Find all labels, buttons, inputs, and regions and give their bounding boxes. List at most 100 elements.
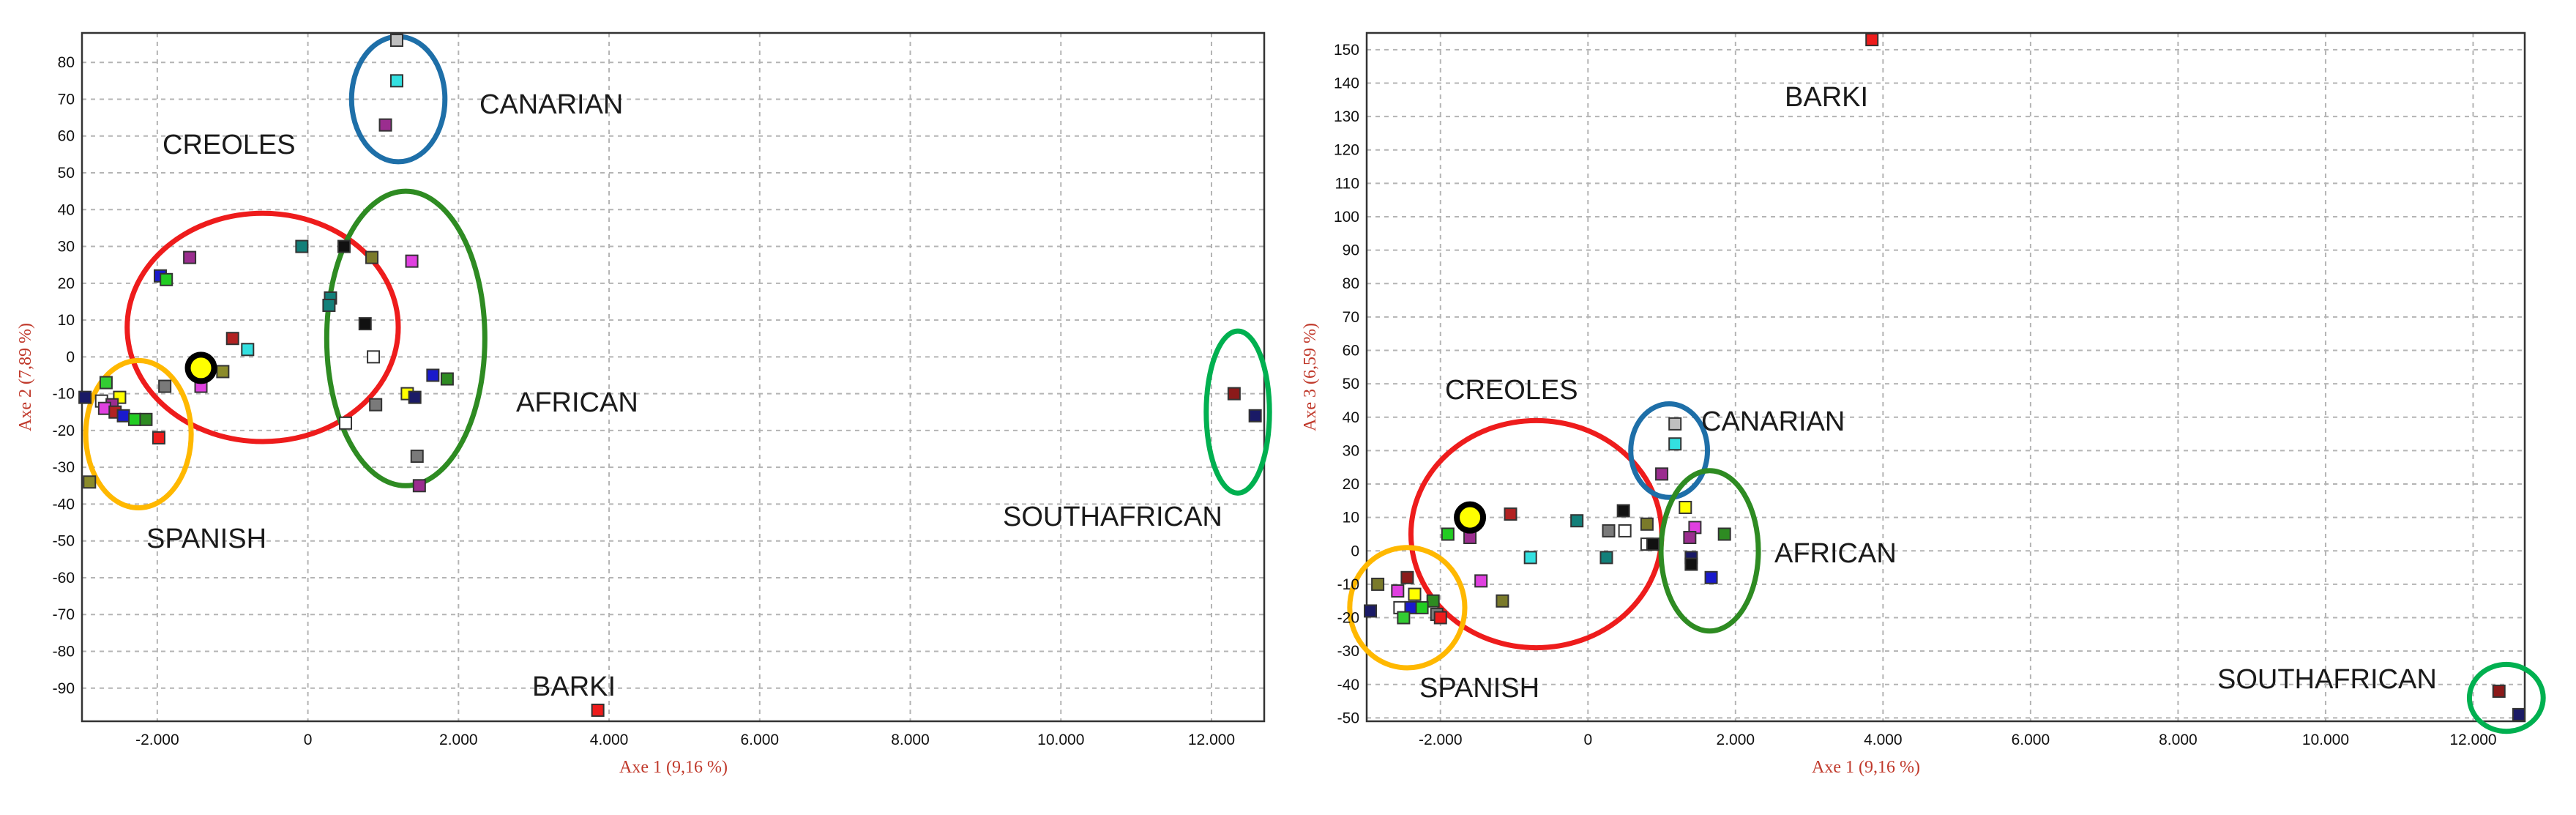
data-point xyxy=(389,34,403,48)
data-point xyxy=(405,254,419,268)
data-point xyxy=(591,703,605,717)
y-tick-label: 140 xyxy=(1334,75,1359,92)
scatter-plot-axes-1-2: -2.000 0 2.000 4.000 6.000 8.000 10.000 12.000 8… xyxy=(16,31,1272,777)
data-point xyxy=(1679,500,1692,514)
y-tick-label: -10 xyxy=(1337,576,1359,593)
data-point xyxy=(410,450,424,464)
data-point xyxy=(1668,417,1682,431)
data-point xyxy=(216,365,230,379)
data-point xyxy=(183,250,197,264)
y-tick-label: -20 xyxy=(53,423,75,439)
y-tick-label: 60 xyxy=(58,128,75,145)
data-point xyxy=(225,332,239,346)
group-label-canarian: CANARIAN xyxy=(479,89,623,120)
data-point xyxy=(1397,611,1411,625)
data-point xyxy=(1655,467,1669,481)
data-point xyxy=(358,317,372,331)
chart-panel-axes-1-2: -2.000 0 2.000 4.000 6.000 8.000 10.000 12.000 8… xyxy=(16,31,1272,777)
y-tick-label: 60 xyxy=(1343,342,1359,359)
data-point xyxy=(337,239,351,253)
y-tick-label: 50 xyxy=(1343,376,1359,392)
data-point xyxy=(1668,437,1682,451)
y-tick-label: 30 xyxy=(1343,442,1359,459)
y-tick-label: 70 xyxy=(58,91,75,108)
y-tick-label: -30 xyxy=(1337,643,1359,660)
x-axis-title: Axe 1 (9,16 %) xyxy=(619,758,728,777)
data-point xyxy=(295,239,309,253)
y-axis-title: Axe 2 (7,89 %) xyxy=(16,323,35,431)
data-point xyxy=(1415,600,1429,614)
data-point xyxy=(367,350,381,364)
x-tick-label: 8.000 xyxy=(2159,732,2198,748)
y-tick-label: 40 xyxy=(58,201,75,218)
data-point xyxy=(1717,527,1731,541)
data-point xyxy=(1684,557,1698,571)
x-tick-label: 12.000 xyxy=(2449,732,2496,748)
y-tick-label: 40 xyxy=(1343,409,1359,426)
data-point xyxy=(160,272,173,286)
y-tick-label: 70 xyxy=(1343,309,1359,326)
data-point xyxy=(1602,524,1616,537)
group-label-barki: BARKI xyxy=(1785,82,1868,113)
group-label-southafrican: SOUTHAFRICAN xyxy=(2217,664,2437,695)
cluster-ellipse-african xyxy=(324,188,488,488)
scatter-plot-axes-1-3: -2.000 0 2.000 4.000 6.000 8.000 10.000 12.000 1… xyxy=(1301,31,2546,777)
data-point xyxy=(378,118,392,132)
data-point xyxy=(1496,594,1509,608)
plot-frame xyxy=(1365,31,2526,723)
x-tick-label: 6.000 xyxy=(741,732,780,748)
y-tick-label: -50 xyxy=(1337,710,1359,726)
y-tick-label: -20 xyxy=(1337,610,1359,627)
group-label-southafrican: SOUTHAFRICAN xyxy=(1003,502,1222,532)
y-tick-label: -60 xyxy=(53,570,75,587)
y-tick-label: 20 xyxy=(1343,476,1359,493)
x-tick-label: 12.000 xyxy=(1188,732,1235,748)
data-point xyxy=(1570,514,1584,528)
data-point xyxy=(1523,551,1537,565)
cluster-ellipse-southafrican xyxy=(2466,661,2546,734)
x-tick-label: -2.000 xyxy=(1419,732,1463,748)
data-point xyxy=(2512,707,2525,721)
data-point xyxy=(426,368,440,382)
centroid-marker xyxy=(184,351,217,384)
data-point xyxy=(322,298,336,312)
x-tick-label: 0 xyxy=(304,732,313,748)
data-point xyxy=(1248,409,1262,423)
y-tick-label: -40 xyxy=(53,496,75,513)
y-tick-label: 80 xyxy=(1343,275,1359,292)
data-point xyxy=(116,409,130,423)
data-point xyxy=(1683,531,1697,545)
data-point xyxy=(1408,587,1422,601)
group-label-canarian: CANARIAN xyxy=(1701,406,1845,437)
x-tick-label: 10.000 xyxy=(1037,732,1084,748)
data-point xyxy=(1504,507,1517,521)
data-point xyxy=(1599,551,1613,565)
chart-panel-axes-1-3: -2.000 0 2.000 4.000 6.000 8.000 10.000 12.000 1… xyxy=(1288,0,2576,815)
x-tick-label: 8.000 xyxy=(891,732,930,748)
data-point xyxy=(1640,517,1654,531)
x-tick-label: 4.000 xyxy=(590,732,629,748)
data-point xyxy=(78,390,92,404)
data-point xyxy=(1371,577,1385,591)
centroid-marker xyxy=(1454,501,1487,534)
data-point xyxy=(1227,387,1241,401)
data-point xyxy=(365,250,379,264)
y-tick-label: -80 xyxy=(53,643,75,660)
data-point xyxy=(1391,584,1405,598)
data-point xyxy=(139,412,153,426)
group-label-spanish: SPANISH xyxy=(1419,673,1539,704)
cluster-ellipse-canarian xyxy=(1628,401,1711,500)
data-point xyxy=(241,343,255,357)
data-point xyxy=(1618,524,1632,537)
y-tick-label: 10 xyxy=(58,312,75,329)
x-tick-label: 6.000 xyxy=(2012,732,2050,748)
data-point xyxy=(339,416,353,430)
cluster-ellipse-southafrican xyxy=(1203,328,1272,496)
x-axis-title: Axe 1 (9,16 %) xyxy=(1812,758,1920,777)
y-tick-label: -10 xyxy=(53,386,75,403)
data-point xyxy=(1364,604,1378,618)
data-point xyxy=(389,74,403,88)
y-tick-label: 10 xyxy=(1343,510,1359,526)
group-label-creoles: CREOLES xyxy=(1445,375,1578,406)
y-tick-label: 30 xyxy=(58,239,75,256)
